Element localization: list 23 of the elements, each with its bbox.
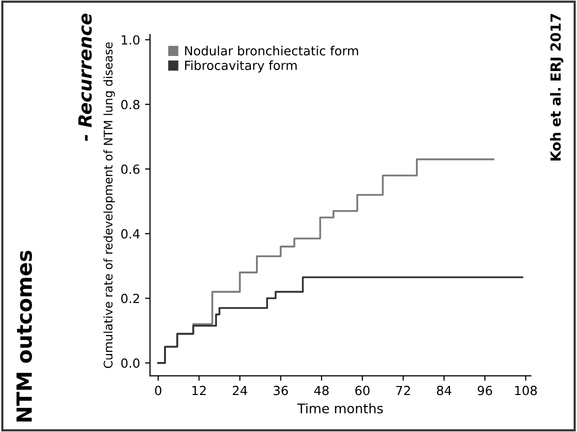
y-tick-label: 1.0 xyxy=(122,35,140,45)
x-tick-label: 84 xyxy=(436,386,452,396)
x-tick-label: 12 xyxy=(192,386,206,396)
y-tick-label: 0.6 xyxy=(121,164,140,174)
x-tick-label: 36 xyxy=(274,386,288,396)
legend-label: Fibrocavitary form xyxy=(185,60,297,73)
x-axis-title: Time months xyxy=(297,403,383,414)
x-tick-label: 72 xyxy=(396,386,410,396)
x-tick-label: 48 xyxy=(314,386,329,396)
y-tick-label: 0.2 xyxy=(121,294,140,304)
y-axis-title: Cumulative rate of redevelopment of NTM lung disease xyxy=(103,42,115,368)
x-tick-label: 24 xyxy=(232,386,248,396)
text: Koh et al. ERJ 2017 xyxy=(550,14,564,160)
x-tick-label: 60 xyxy=(355,386,370,396)
x-tick-label: 96 xyxy=(478,386,492,396)
text: - Recurrence xyxy=(78,14,92,141)
x-tick-label: 0 xyxy=(155,386,162,396)
legend-label: Nodular bronchiectatic form xyxy=(185,46,358,56)
y-tick-label: 0.8 xyxy=(121,100,140,110)
x-tick-label: 108 xyxy=(515,386,537,396)
y-tick-label: 0.0 xyxy=(121,358,140,368)
text: NTM outcomes xyxy=(16,250,32,422)
y-tick-label: 0.4 xyxy=(121,229,140,239)
